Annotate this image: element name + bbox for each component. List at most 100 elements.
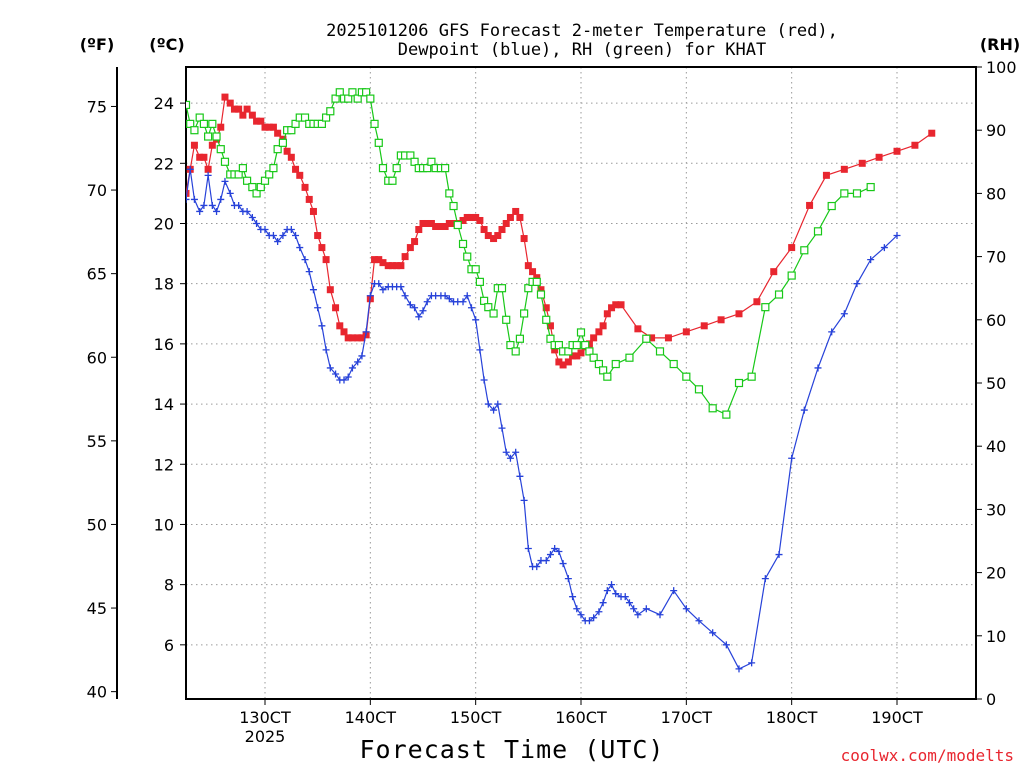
temperature-point (875, 153, 883, 161)
celsius-tick-label: 6 (164, 636, 174, 655)
dewpoint-point (292, 232, 300, 240)
x-tick-label: 160CT (555, 708, 607, 727)
dewpoint-point (480, 376, 488, 384)
x-axis-label: Forecast Time (UTC) (360, 735, 665, 764)
rh-point (554, 340, 563, 350)
temperature-point (529, 268, 537, 276)
dewpoint-point (204, 171, 212, 179)
dewpoint-point (506, 454, 514, 462)
temperature-point (358, 334, 366, 342)
rh-point (463, 252, 472, 261)
rh-tick-label: 100 (986, 58, 1017, 77)
temperature-point (235, 105, 243, 113)
dewpoint-point (573, 605, 581, 613)
rh-point (515, 334, 525, 343)
celsius-tick-label: 8 (164, 576, 174, 595)
rh-point (252, 189, 261, 198)
dewpoint-point (301, 256, 309, 264)
temperature-point (292, 165, 300, 173)
dewpoint-point (243, 207, 251, 215)
dewpoint-point (248, 213, 256, 221)
dewpoint-point (533, 563, 541, 571)
temperature-point (348, 334, 356, 342)
temperature-point (753, 298, 761, 306)
x-tick-sublabel: 2025 (245, 727, 286, 746)
temperature-point (928, 129, 936, 137)
dewpoint-point (893, 232, 901, 240)
celsius-tick-label: 20 (154, 214, 174, 233)
fahrenheit-tick-label: 45 (87, 599, 107, 618)
dewpoint-point (867, 256, 875, 264)
rh-point (866, 182, 875, 192)
celsius-tick-label: 12 (154, 455, 174, 474)
rh-point (190, 126, 199, 135)
dewpoint-point (840, 310, 848, 318)
rh-point (204, 132, 213, 141)
dewpoint-point (186, 165, 194, 173)
celsius-tick-label: 16 (154, 335, 174, 354)
temperature-point (664, 334, 672, 342)
rh-point (291, 119, 300, 128)
temperature-point (371, 256, 379, 264)
rh-point (511, 347, 520, 356)
dewpoint-point (279, 232, 287, 240)
rh-point (300, 113, 310, 122)
dewpoint-point (467, 304, 475, 312)
temperature-point (375, 256, 383, 264)
dewpoint-point (520, 496, 528, 504)
dewpoint-point (621, 593, 629, 601)
temperature-point (599, 322, 607, 330)
celsius-tick-label: 18 (154, 275, 174, 294)
temperature-point (480, 226, 488, 234)
fahrenheit-tick-label: 65 (87, 265, 107, 284)
temperature-point (384, 262, 392, 270)
fahrenheit-tick-label: 50 (87, 515, 107, 534)
x-tick-label: 130CT (239, 708, 291, 727)
dewpoint-point (788, 454, 796, 462)
chart-title-line-1: 2025101206 GFS Forecast 2-meter Temperat… (326, 21, 838, 41)
celsius-tick-label: 14 (154, 395, 174, 414)
temperature-point (573, 352, 581, 360)
temperature-point (379, 259, 387, 267)
temperature-point (340, 328, 348, 336)
temperature-point (186, 189, 190, 197)
dewpoint-point (226, 189, 234, 197)
temperature-point (450, 219, 458, 227)
dewpoint-point (340, 376, 348, 384)
temperature-point (617, 301, 625, 309)
rh-point (423, 164, 432, 173)
dewpoint-point (670, 587, 678, 595)
temperature-point (200, 153, 208, 161)
rh-point (475, 277, 484, 286)
dewpoint-point (625, 599, 633, 607)
rh-point (186, 119, 195, 128)
dewpoint-point (494, 400, 502, 408)
temperature-point (516, 213, 524, 221)
rh-tick-label: 70 (986, 248, 1006, 267)
temperature-point (269, 123, 277, 131)
dewpoint-point (656, 611, 664, 619)
rh-point (370, 119, 379, 128)
rh-point (410, 157, 419, 166)
dewpoint-point (221, 177, 229, 185)
rh-line (186, 91, 871, 416)
fahrenheit-tick-label: 75 (87, 97, 107, 116)
temperature-point (257, 117, 265, 125)
rh-point (694, 385, 704, 394)
rh-point (265, 170, 274, 179)
temperature-point (648, 334, 656, 342)
rh-point (506, 340, 515, 350)
rh-point (220, 157, 230, 166)
temperature-point (717, 316, 725, 324)
dewpoint-point (213, 207, 221, 215)
dewpoint-point (524, 545, 532, 553)
rh-point (317, 119, 326, 128)
dewpoint-point (358, 352, 366, 360)
rh-point (362, 88, 371, 97)
dewpoint-point (314, 304, 322, 312)
temperature-point (577, 349, 585, 357)
series-layer (186, 88, 936, 673)
temperature-point (287, 153, 295, 161)
dewpoint-point (722, 641, 730, 649)
rh-point (269, 164, 278, 173)
